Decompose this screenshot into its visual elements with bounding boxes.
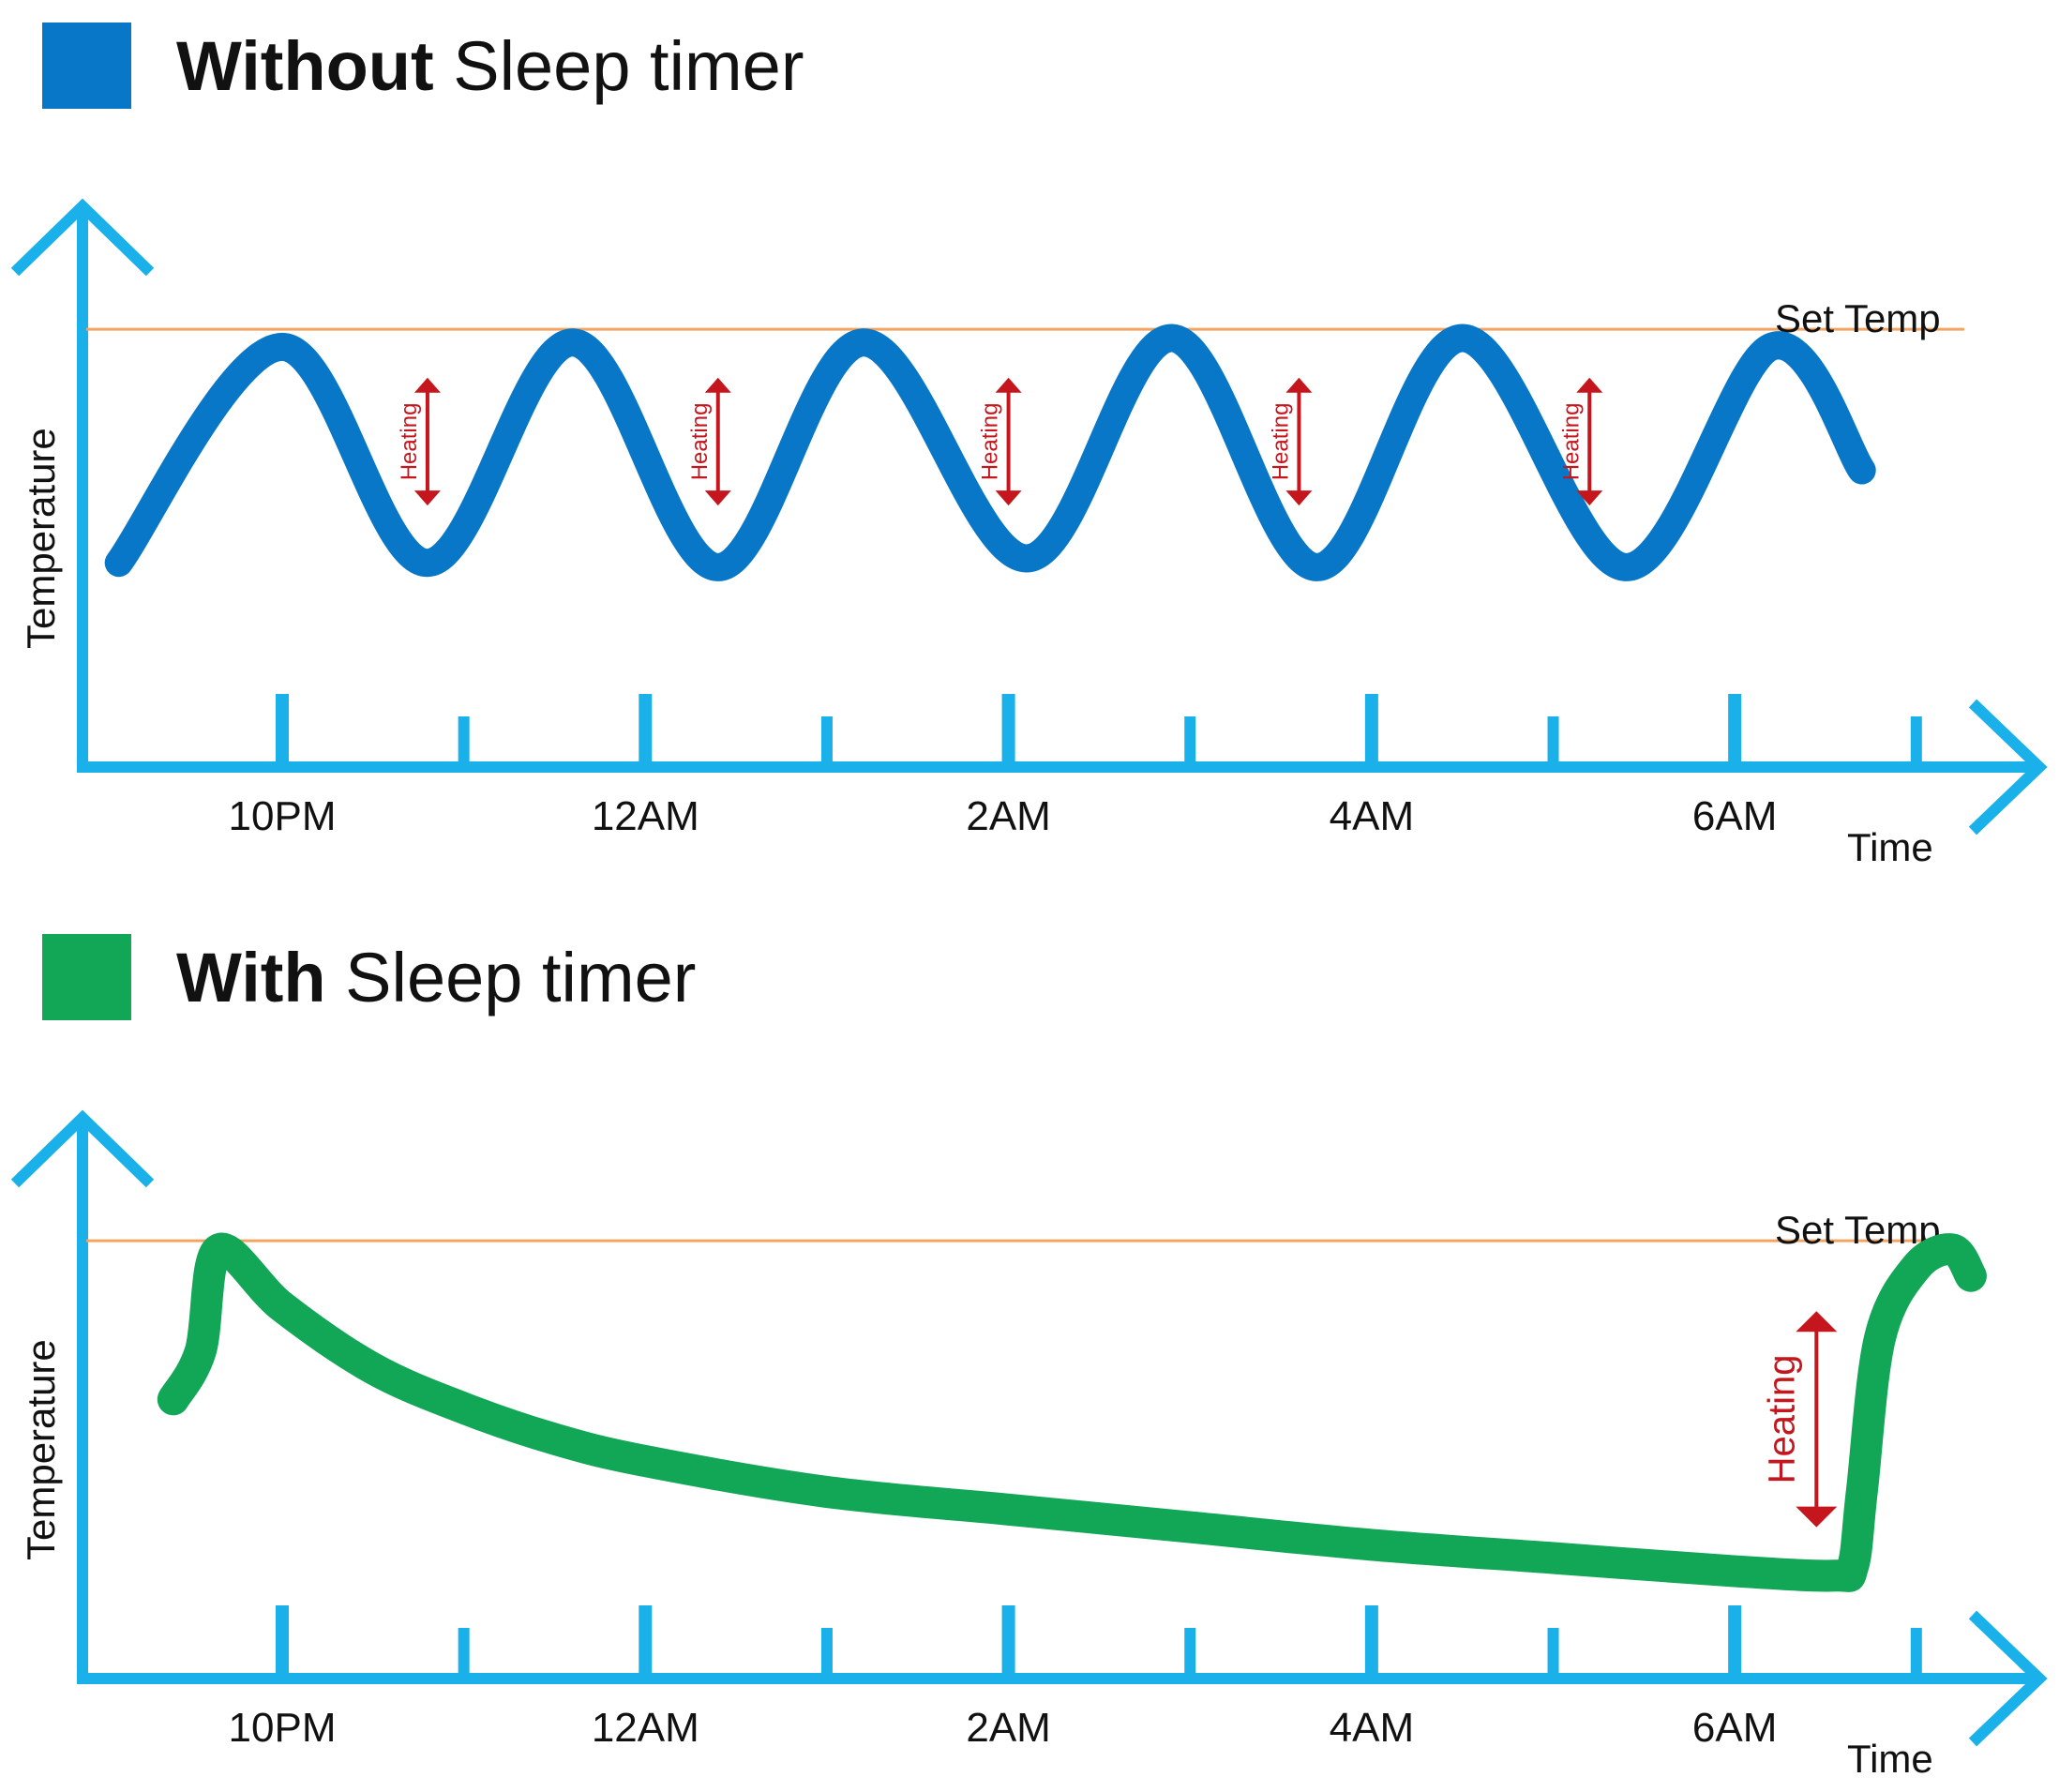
heating-annotation: Heating (1761, 1311, 1838, 1528)
x-tick-label: 10PM (229, 793, 337, 839)
x-tick-label: 2AM (966, 1705, 1050, 1751)
y-axis-label: Temperature (19, 1339, 63, 1560)
heating-arrow-head-up (1796, 1311, 1838, 1333)
heating-arrow-head-up (704, 377, 731, 393)
x-tick-label: 12AM (592, 1705, 699, 1751)
heating-annotations: Heating Heating Heating Heating Heating (397, 377, 1603, 506)
axes-without (10, 198, 2048, 836)
heating-annotation: Heating (1558, 377, 1603, 506)
x-tick-label: 4AM (1330, 1705, 1414, 1751)
heating-arrow-head-down (1285, 490, 1313, 506)
x-axis-ticks (276, 694, 1922, 767)
heating-annotations: Heating (1761, 1311, 1838, 1528)
y-axis-arrowhead (10, 1109, 155, 1188)
heating-arrow-head-down (995, 490, 1022, 506)
heating-label: Heating (1761, 1355, 1802, 1484)
set-temp-label: Set Temp (1775, 296, 1941, 340)
series-without-sleep-timer (104, 324, 1876, 581)
y-axis-arrowhead (10, 198, 155, 277)
series-with-sleep-timer (157, 1232, 1987, 1592)
x-axis-arrowhead (1968, 699, 2048, 836)
panel-without: Without Sleep timer Set Temp Heating Heat… (10, 23, 2048, 869)
heating-arrow-head-up (1285, 377, 1313, 393)
x-tick-labels: 10PM 12AM 2AM 4AM 6AM (229, 793, 1778, 839)
heating-arrow-head-up (995, 377, 1022, 393)
x-axis-ticks (276, 1605, 1922, 1679)
x-tick-labels: 10PM 12AM 2AM 4AM 6AM (229, 1705, 1778, 1751)
panel-title-with: With Sleep timer (176, 939, 696, 1016)
x-axis-arrowhead (1968, 1610, 2048, 1747)
heating-annotation: Heating (687, 377, 731, 506)
y-axis-label: Temperature (19, 428, 63, 649)
x-tick-label: 4AM (1330, 793, 1414, 839)
x-tick-label: 6AM (1692, 793, 1777, 839)
x-tick-label: 12AM (592, 793, 699, 839)
heating-arrow-head-down (1576, 490, 1603, 506)
heating-label: Heating (397, 403, 422, 481)
legend-swatch-with (42, 934, 131, 1020)
heating-annotation: Heating (397, 377, 441, 506)
set-temp-label: Set Temp (1775, 1208, 1941, 1252)
x-tick-label: 10PM (229, 1705, 337, 1751)
heating-arrow-head-down (704, 490, 731, 506)
x-tick-label: 2AM (966, 793, 1050, 839)
x-axis-label: Time (1847, 1737, 1933, 1781)
heating-arrow-head-up (1576, 377, 1603, 393)
heating-label: Heating (687, 403, 713, 481)
heating-arrow-head-down (1796, 1506, 1838, 1528)
heating-arrow-head-up (413, 377, 441, 393)
panel-with: With Sleep timer Set Temp Heating 10PM 12… (10, 934, 2048, 1781)
panel-title-without: Without Sleep timer (176, 27, 804, 105)
heating-label: Heating (1558, 403, 1584, 481)
heating-annotation: Heating (978, 377, 1022, 506)
legend-swatch-without (42, 23, 131, 109)
axes-with (10, 1109, 2048, 1747)
heating-label: Heating (1268, 403, 1293, 481)
heating-label: Heating (978, 403, 1003, 481)
heating-annotation: Heating (1268, 377, 1313, 506)
x-axis-label: Time (1847, 825, 1933, 869)
heating-arrow-head-down (413, 490, 441, 506)
x-tick-label: 6AM (1692, 1705, 1777, 1751)
